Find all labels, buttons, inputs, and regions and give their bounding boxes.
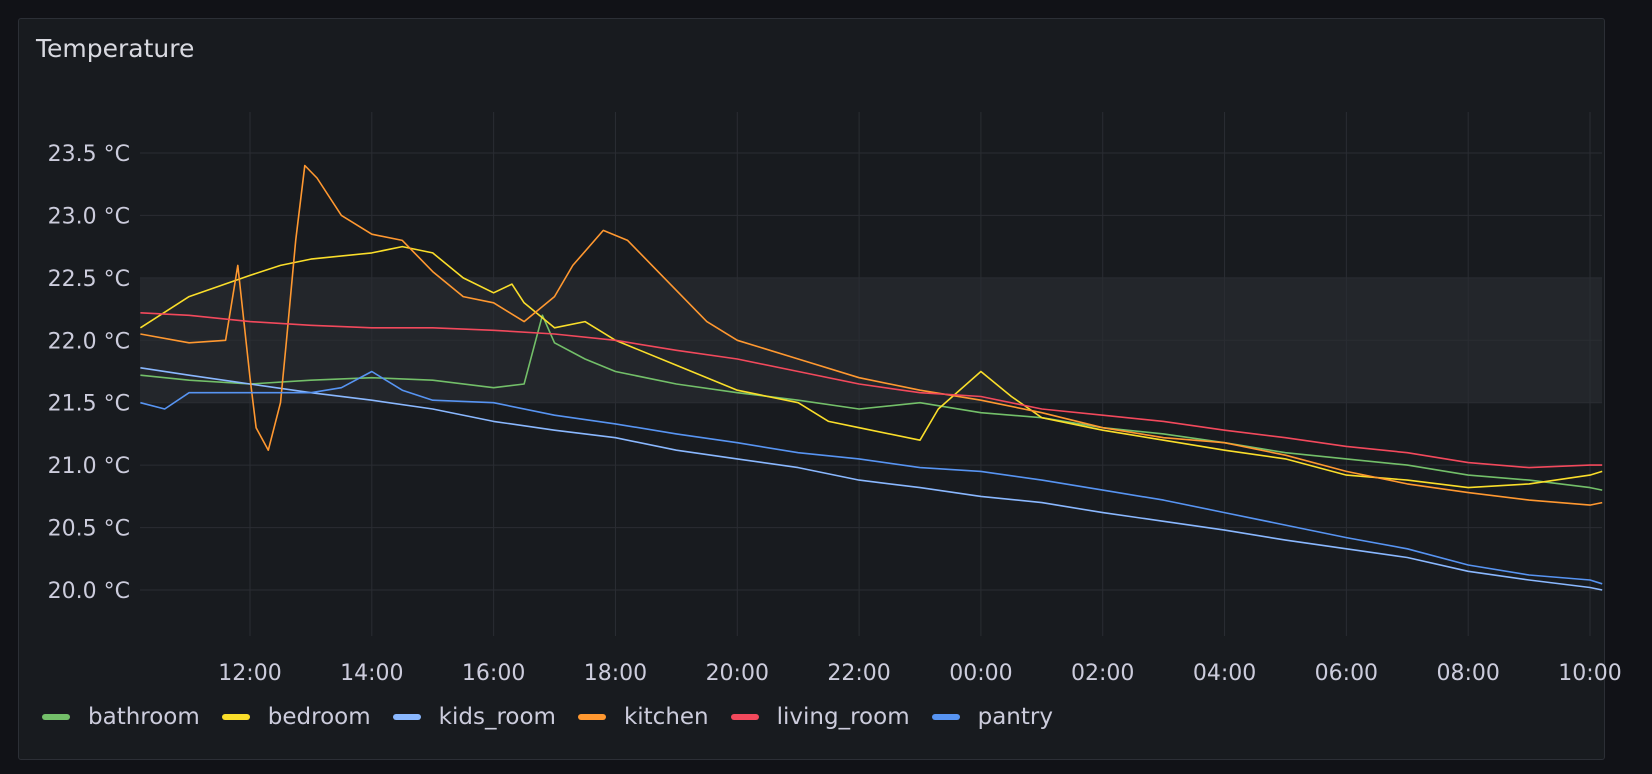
x-tick-label: 22:00 <box>827 661 890 686</box>
y-tick-label: 22.5 °C <box>48 267 130 292</box>
x-axis: 12:00 14:00 16:00 18:00 20:00 22:00 00:00 02:00… <box>218 661 1621 686</box>
x-tick-label: 18:00 <box>584 661 647 686</box>
legend-item-living_room[interactable]: living_room <box>730 704 910 730</box>
x-tick-label: 20:00 <box>706 661 769 686</box>
x-tick-label: 04:00 <box>1193 661 1256 686</box>
legend-label: bedroom <box>267 704 371 730</box>
x-tick-label: 12:00 <box>218 661 281 686</box>
series-lines <box>139 164 1603 591</box>
series-line-living_room <box>140 312 1603 469</box>
series-line-bathroom <box>140 314 1603 491</box>
legend-item-pantry[interactable]: pantry <box>931 704 1053 730</box>
x-tick-label: 06:00 <box>1315 661 1378 686</box>
legend-label: bathroom <box>88 704 200 730</box>
legend-swatch <box>42 714 70 720</box>
y-tick-label: 20.5 °C <box>48 517 130 542</box>
series-line-kitchen <box>140 164 1603 506</box>
series-line-pantry <box>140 370 1603 585</box>
legend-label: pantry <box>977 704 1053 730</box>
series-line-bedroom <box>139 245 1603 489</box>
y-tick-label: 22.0 °C <box>48 329 130 354</box>
legend-item-bedroom[interactable]: bedroom <box>221 704 371 730</box>
legend-swatch <box>730 714 759 720</box>
legend-item-bathroom[interactable]: bathroom <box>42 704 200 730</box>
legend-label: living_room <box>776 704 910 730</box>
panel-title: Temperature <box>36 34 195 63</box>
legend-swatch <box>392 714 421 720</box>
legend-swatch <box>221 714 250 720</box>
x-tick-label: 14:00 <box>340 661 403 686</box>
legend-swatch <box>577 714 606 720</box>
legend-label: kids_room <box>438 704 556 730</box>
y-tick-label: 21.0 °C <box>48 454 130 479</box>
legend-swatch <box>931 714 960 720</box>
x-tick-label: 02:00 <box>1071 661 1134 686</box>
x-tick-label: 00:00 <box>949 661 1012 686</box>
x-tick-label: 10:00 <box>1558 661 1621 686</box>
legend-label: kitchen <box>623 704 709 730</box>
series-line-kids_room <box>140 367 1603 591</box>
x-tick-label: 08:00 <box>1436 661 1499 686</box>
legend-item-kids_room[interactable]: kids_room <box>392 704 556 730</box>
y-tick-label: 23.5 °C <box>48 142 130 167</box>
y-tick-label: 20.0 °C <box>48 579 130 604</box>
legend-item-kitchen[interactable]: kitchen <box>577 704 709 730</box>
y-tick-label: 21.5 °C <box>48 392 130 417</box>
x-tick-label: 16:00 <box>462 661 525 686</box>
y-axis: 20.0 °C 20.5 °C 21.0 °C 21.5 °C 22.0 °C 22.5 … <box>48 142 130 604</box>
y-tick-label: 23.0 °C <box>48 204 130 229</box>
legend: bathroom bedroom kids_room kitchen living_ro… <box>42 700 1075 734</box>
